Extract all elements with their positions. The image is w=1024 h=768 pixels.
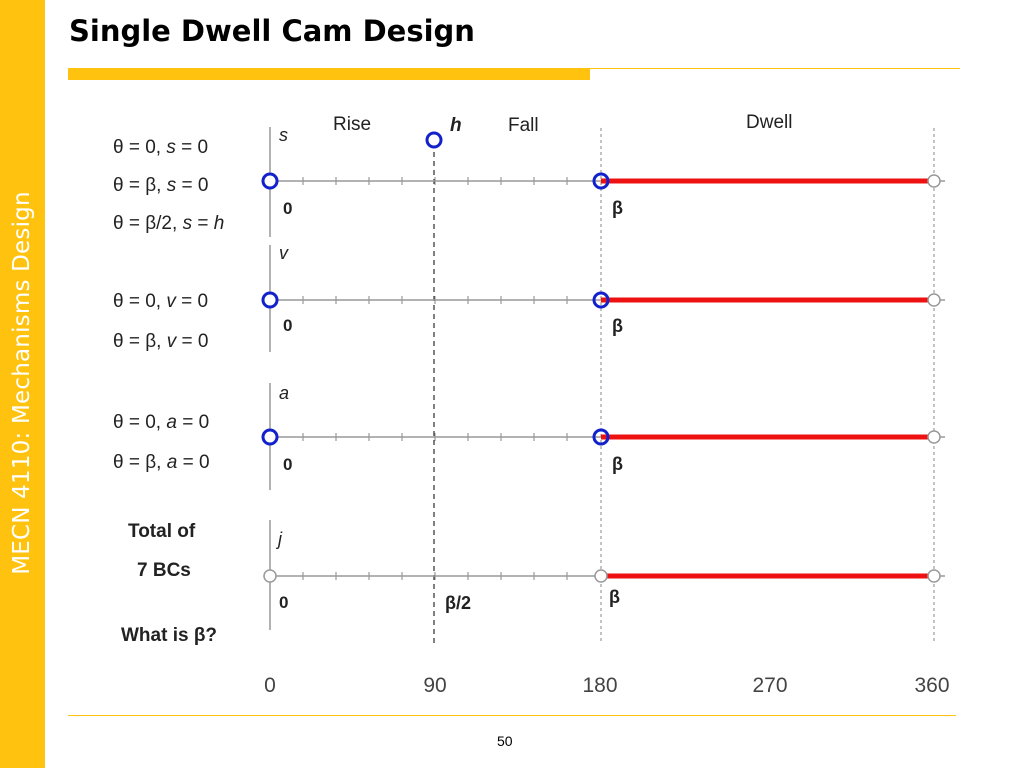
- a-row: a 0 β: [261, 383, 945, 490]
- bc-a-theta0: θ = 0, a = 0: [113, 412, 210, 433]
- s-bc-start: [261, 172, 279, 190]
- j-row: j 0 β/2 β: [263, 520, 945, 630]
- bc-v-theta0: θ = 0, v = 0: [113, 291, 209, 312]
- s-zero-label: 0: [283, 199, 292, 218]
- dwell-label: Dwell: [746, 112, 792, 133]
- v-row: v 0 β: [261, 243, 945, 352]
- total-bcs-line1: Total of: [128, 521, 196, 542]
- v-bc-beta: [592, 291, 610, 309]
- j-axis-label: j: [275, 529, 283, 549]
- bc-a-thetabeta: θ = β, a = 0: [113, 452, 210, 473]
- half-beta-label: β/2: [445, 593, 471, 613]
- page-number: 50: [497, 733, 513, 749]
- h-label: h: [450, 115, 462, 136]
- j-zero-label: 0: [279, 593, 288, 612]
- s-axis-label: s: [279, 125, 288, 145]
- v-axis-label: v: [279, 243, 289, 263]
- sidebar: MECN 4110: Mechanisms Design: [0, 0, 45, 768]
- s-bc-beta: [592, 172, 610, 190]
- a-axis-label: a: [279, 383, 289, 403]
- a-end-marker: [927, 430, 941, 444]
- h-bc-circle: [425, 131, 443, 149]
- slide-title: Single Dwell Cam Design: [69, 14, 475, 48]
- bc-s-theta0: θ = 0, s = 0: [113, 137, 209, 158]
- course-label: MECN 4110: Mechanisms Design: [9, 191, 35, 575]
- a-zero-label: 0: [283, 455, 292, 474]
- svaj-diagram: Rise Fall Dwell h s 0 β v 0 β a 0 β: [261, 112, 950, 697]
- j-beta-label: β: [609, 587, 620, 607]
- a-beta-label: β: [612, 454, 623, 474]
- beta-question: What is β?: [121, 625, 218, 646]
- bc-v-thetabeta: θ = β, v = 0: [113, 331, 209, 352]
- s-beta-label: β: [612, 198, 623, 218]
- x-tick-0: 0: [264, 674, 276, 697]
- rise-label: Rise: [333, 114, 371, 135]
- a-bc-beta: [592, 428, 610, 446]
- j-end-marker: [927, 569, 941, 583]
- j-beta-marker: [594, 569, 608, 583]
- j-start-marker: [263, 569, 277, 583]
- fall-label: Fall: [508, 115, 539, 136]
- x-tick-270: 270: [752, 674, 787, 697]
- a-bc-start: [261, 428, 279, 446]
- v-zero-label: 0: [283, 316, 292, 335]
- title-underline: [68, 68, 590, 80]
- s-row: s 0 β: [261, 125, 945, 237]
- v-beta-label: β: [612, 316, 623, 336]
- bc-s-thetahalfbeta: θ = β/2, s = h: [113, 213, 225, 234]
- bc-s-thetabeta: θ = β, s = 0: [113, 175, 209, 196]
- v-end-marker: [927, 293, 941, 307]
- x-tick-90: 90: [423, 674, 446, 697]
- title-rule: [590, 68, 960, 69]
- baseline-ticks: [302, 177, 568, 580]
- total-bcs-line2: 7 BCs: [137, 560, 191, 581]
- v-bc-start: [261, 291, 279, 309]
- footer-rule: [68, 715, 956, 716]
- x-tick-360: 360: [914, 674, 949, 697]
- s-end-marker: [927, 174, 941, 188]
- x-tick-180: 180: [582, 674, 617, 697]
